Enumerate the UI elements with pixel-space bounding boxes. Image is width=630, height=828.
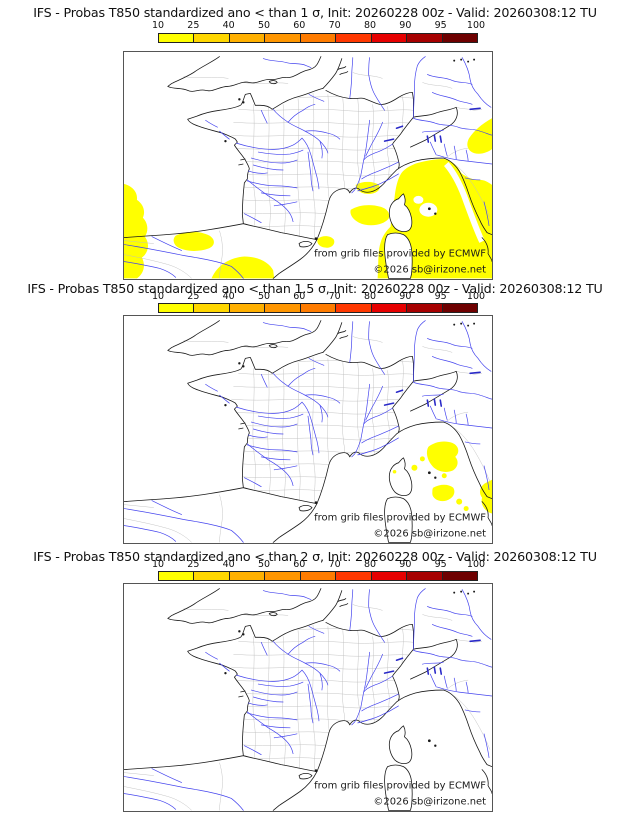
colorbar-tick-label: 10 xyxy=(151,559,165,570)
probability-colorbar xyxy=(158,303,478,313)
colorbar-tick-label: 40 xyxy=(222,20,235,31)
colorbar-segment xyxy=(336,304,372,312)
colorbar-tick-label: 10 xyxy=(151,291,165,302)
colorbar-segment xyxy=(336,34,372,42)
attribution-source: from grib files provided by ECMWF xyxy=(314,249,486,260)
colorbar-tick-label: 95 xyxy=(434,291,447,302)
colorbar-tick-label: 95 xyxy=(434,20,447,31)
colorbar-segment xyxy=(442,572,477,580)
colorbar-tick-label: 100 xyxy=(466,20,486,31)
colorbar-segment xyxy=(265,572,301,580)
colorbar-tick-labels: 10 25 40 50 60 70 80 90 95 100 xyxy=(152,291,485,302)
colorbar-tick-label: 50 xyxy=(257,559,271,570)
probability-area-group xyxy=(392,441,492,514)
attribution-copyright: ©2026 sb@irizone.net xyxy=(373,264,486,275)
weather-map-1-5sigma: from grib files provided by ECMWF ©2026 … xyxy=(123,315,493,544)
colorbar-segment xyxy=(407,34,443,42)
colorbar-tick-labels: 10 25 40 50 60 70 80 90 95 100 xyxy=(152,559,485,570)
colorbar-segment xyxy=(159,572,195,580)
colorbar-tick-label: 80 xyxy=(363,559,377,570)
colorbar-segment xyxy=(300,304,337,312)
colorbar-segment xyxy=(159,34,195,42)
colorbar-segment xyxy=(442,304,477,312)
colorbar-segment xyxy=(371,572,408,580)
colorbar-tick-label: 60 xyxy=(293,559,306,570)
attribution-copyright: ©2026 sb@irizone.net xyxy=(373,528,486,539)
colorbar-tick-label: 80 xyxy=(363,291,377,302)
colorbar-tick-label: 25 xyxy=(187,559,200,570)
weather-map-2sigma: from grib files provided by ECMWF ©2026 … xyxy=(123,583,493,812)
weather-map-1sigma: from grib files provided by ECMWF ©2026 … xyxy=(123,51,493,280)
probability-colorbar xyxy=(158,33,478,43)
colorbar-segment xyxy=(194,572,230,580)
colorbar-segment xyxy=(336,572,372,580)
colorbar-tick-label: 100 xyxy=(466,291,486,302)
probability-area-group xyxy=(124,118,492,279)
colorbar-tick-label: 100 xyxy=(466,559,486,570)
colorbar-segment xyxy=(229,34,266,42)
map-svg: from grib files provided by ECMWF ©2026 … xyxy=(124,584,492,811)
page-title: IFS - Probas T850 standardized ano < tha… xyxy=(33,549,597,564)
attribution-source: from grib files provided by ECMWF xyxy=(314,513,486,524)
colorbar-tick-label: 50 xyxy=(257,20,271,31)
attribution-source: from grib files provided by ECMWF xyxy=(314,781,486,792)
colorbar-tick-label: 50 xyxy=(257,291,271,302)
colorbar-segment xyxy=(300,34,337,42)
colorbar-tick-labels: 10 25 40 50 60 70 80 90 95 100 xyxy=(152,20,485,31)
colorbar-segment xyxy=(407,304,443,312)
colorbar-segment xyxy=(265,34,301,42)
colorbar-tick-label: 25 xyxy=(187,20,200,31)
page-title: IFS - Probas T850 standardized ano < tha… xyxy=(33,5,597,20)
colorbar-segment xyxy=(194,304,230,312)
colorbar-tick-label: 70 xyxy=(328,559,341,570)
colorbar-segment xyxy=(194,34,230,42)
colorbar-segment xyxy=(229,304,266,312)
colorbar-tick-label: 80 xyxy=(363,20,377,31)
colorbar-tick-label: 25 xyxy=(187,291,200,302)
colorbar-tick-label: 70 xyxy=(328,291,341,302)
page-title: IFS - Probas T850 standardized ano < tha… xyxy=(27,281,603,296)
colorbar-segment xyxy=(371,304,408,312)
colorbar-tick-label: 10 xyxy=(151,20,165,31)
colorbar-segment xyxy=(159,304,195,312)
colorbar-segment xyxy=(407,572,443,580)
map-svg: from grib files provided by ECMWF ©2026 … xyxy=(124,316,492,543)
colorbar-segment xyxy=(371,34,408,42)
colorbar-tick-label: 95 xyxy=(434,559,447,570)
colorbar-tick-label: 60 xyxy=(293,291,306,302)
attribution-copyright: ©2026 sb@irizone.net xyxy=(373,796,486,807)
colorbar-segment xyxy=(265,304,301,312)
colorbar-tick-label: 70 xyxy=(328,20,341,31)
colorbar-tick-label: 90 xyxy=(399,559,412,570)
colorbar-tick-label: 60 xyxy=(293,20,306,31)
probability-colorbar xyxy=(158,571,478,581)
colorbar-tick-label: 90 xyxy=(399,20,412,31)
colorbar-tick-label: 40 xyxy=(222,291,235,302)
colorbar-tick-label: 90 xyxy=(399,291,412,302)
colorbar-tick-label: 40 xyxy=(222,559,235,570)
colorbar-segment xyxy=(229,572,266,580)
map-svg: from grib files provided by ECMWF ©2026 … xyxy=(124,52,492,279)
colorbar-segment xyxy=(442,34,477,42)
colorbar-segment xyxy=(300,572,337,580)
